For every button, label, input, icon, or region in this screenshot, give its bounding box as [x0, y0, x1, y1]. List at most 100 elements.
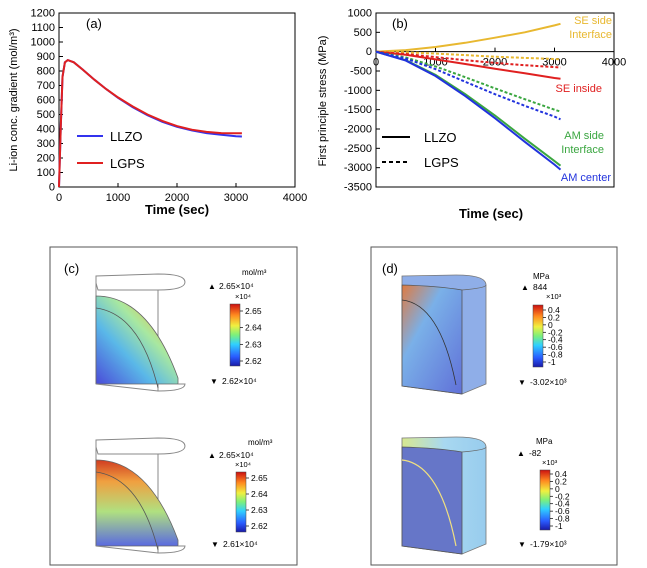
colorbar-tick-label: -1 — [548, 357, 556, 367]
panel-d-frame — [370, 246, 618, 566]
y-tick-label: 100 — [37, 167, 55, 179]
y-tick-label: 1200 — [31, 8, 55, 20]
colorbar-tick-label: -0.6 — [555, 506, 570, 516]
colorbar-tick-label: -0.6 — [548, 342, 563, 352]
panel-d-bottom-surface — [401, 446, 463, 555]
colorbar-tick-label: -1 — [555, 521, 563, 531]
colorbar-tick-label: 0.4 — [548, 305, 560, 315]
series-line-am-center-llzo — [375, 50, 562, 171]
colorbar-d-top-ticks: 0.40.20-0.2-0.4-0.6-0.8-1 — [543, 305, 563, 367]
y-tick-label: 0 — [366, 46, 372, 58]
panel-d-colorbar-bottom: MPa ▲ -82 ×10³ 0.40.20-0.2-0.4-0.6-0.8-1… — [517, 437, 570, 549]
legend-label-lgps: LGPS — [110, 156, 145, 171]
panel-a-x-ticks: 0 1000 2000 3000 4000 — [56, 183, 307, 204]
legend-label-llzo-b: LLZO — [424, 130, 457, 145]
colorbar-tick-label: 2.63 — [251, 505, 268, 515]
panel-c-frame — [49, 246, 298, 566]
y-tick-label: -1500 — [344, 104, 372, 116]
y-tick-label: -3500 — [344, 182, 372, 194]
colorbar-tick-label: 2.64 — [245, 323, 262, 333]
panel-a-legend: LLZO LGPS — [77, 129, 145, 171]
y-tick-label: 1100 — [31, 22, 55, 34]
max-marker-d-bottom: ▲ — [517, 449, 525, 458]
unit-c-top: mol/m³ — [242, 268, 267, 277]
min-label-d-top: -3.02×10³ — [530, 377, 567, 387]
x-tick-label: 3000 — [224, 192, 248, 204]
y-tick-label: -2000 — [344, 124, 372, 136]
series-line-am-side-interface-lgps — [375, 50, 561, 113]
panel-c-label: (c) — [64, 261, 79, 276]
panel-d-top-surface — [401, 284, 463, 395]
panel-d-model-bottom — [401, 436, 487, 555]
colorbar-c-top-ticks: 2.65 2.64 2.63 2.62 — [240, 306, 262, 366]
panel-d: (d) MPa ▲ 844 ×10³ 0.40.20-0.2-0.4-0.6-0… — [370, 246, 618, 566]
panel-b-y-axis-label: First principle stress (MPa) — [317, 36, 329, 167]
x-tick-label: 1000 — [106, 192, 130, 204]
colorbar-tick-label: -0.4 — [555, 499, 570, 509]
panel-b-series — [375, 22, 562, 171]
y-tick-label: 400 — [37, 124, 55, 136]
panel-c-bottom-surface — [95, 459, 179, 547]
annotation-se-inside: SE inside — [556, 83, 602, 95]
colorbar-c-bottom — [235, 471, 247, 533]
colorbar-tick-label: -0.4 — [548, 335, 563, 345]
y-tick-label: 500 — [354, 27, 372, 39]
unit-c-bottom: mol/m³ — [248, 438, 273, 447]
x-tick-label: 2000 — [483, 57, 507, 69]
x-tick-label: 4000 — [283, 192, 307, 204]
y-tick-label: 500 — [37, 109, 55, 121]
annotation-am-center: AM center — [561, 172, 611, 184]
colorbar-d-top — [532, 304, 544, 368]
y-tick-label: 1000 — [31, 37, 55, 49]
max-label-d-bottom: -82 — [529, 448, 542, 458]
series-line-am-center-lgps — [375, 50, 561, 121]
panel-c: (c) mol/m³ ▲ 2.65×10⁴ ×10⁴ 2.652.642.632… — [49, 246, 298, 566]
x-tick-label: 4000 — [602, 57, 626, 69]
panel-a-y-ticks: 0 100 200 300 400 500 600 700 800 900 1000 1100 1200 — [31, 8, 63, 194]
colorbar-tick-label: 2.62 — [251, 521, 268, 531]
colorbar-tick-label: 0.2 — [548, 312, 560, 322]
panel-c-colorbar-top: mol/m³ ▲ 2.65×10⁴ ×10⁴ 2.652.642.632.62 … — [208, 268, 267, 386]
panel-c-model-bottom — [95, 437, 186, 554]
panel-a-y-axis-label: Li-ion conc. gradient (mol/m³) — [8, 28, 20, 171]
annotation-am-side-1: AM side — [564, 130, 604, 142]
y-tick-label: 800 — [37, 66, 55, 78]
min-marker-d-top: ▼ — [518, 378, 526, 387]
y-tick-label: -500 — [350, 66, 372, 78]
y-tick-label: 700 — [37, 80, 55, 92]
y-tick-label: 200 — [37, 153, 55, 165]
colorbar-c-top — [229, 303, 241, 367]
panel-b-x-axis-label: Time (sec) — [459, 206, 523, 221]
colorbar-tick-label: 2.63 — [245, 339, 262, 349]
max-marker-c-top: ▲ — [208, 282, 216, 291]
scale-label-d-bottom: ×10³ — [542, 458, 558, 467]
min-marker-c-bottom: ▼ — [211, 540, 219, 549]
panel-d-label: (d) — [382, 261, 398, 276]
colorbar-tick-label: -0.8 — [548, 350, 563, 360]
min-label-c-top: 2.62×10⁴ — [222, 376, 257, 386]
colorbar-tick-label: 0 — [555, 484, 560, 494]
panel-d-model-top — [401, 274, 487, 395]
panel-a-series — [58, 58, 242, 188]
series-line-lgps — [58, 58, 242, 188]
colorbar-tick-label: 2.65 — [251, 473, 268, 483]
panel-b-legend: LLZO LGPS — [382, 130, 459, 170]
max-label-d-top: 844 — [533, 282, 547, 292]
unit-d-bottom: MPa — [536, 437, 553, 446]
panel-b-plot-frame — [375, 12, 615, 188]
panel-c-model-top — [95, 273, 186, 392]
min-label-d-bottom: -1.79×10³ — [530, 539, 567, 549]
panel-a-plot-frame — [58, 12, 296, 188]
panel-c-colorbar-bottom: mol/m³ ▲ 2.65×10⁴ ×10⁴ 2.652.642.632.62 … — [208, 438, 273, 549]
colorbar-tick-label: 0 — [548, 320, 553, 330]
annotation-se-side-1: SE side — [574, 15, 612, 27]
colorbar-tick-label: 2.62 — [245, 356, 262, 366]
y-tick-label: 900 — [37, 51, 55, 63]
panel-b-y-ticks: 10005000-500-1000-1500-2000-2500-3000-35… — [344, 8, 380, 194]
annotation-am-side-2: Interface — [561, 144, 604, 156]
colorbar-tick-label: -0.2 — [555, 491, 570, 501]
panel-a-x-axis-label: Time (sec) — [145, 202, 209, 217]
colorbar-d-bottom-ticks: 0.40.20-0.2-0.4-0.6-0.8-1 — [550, 469, 570, 531]
max-marker-c-bottom: ▲ — [208, 451, 216, 460]
